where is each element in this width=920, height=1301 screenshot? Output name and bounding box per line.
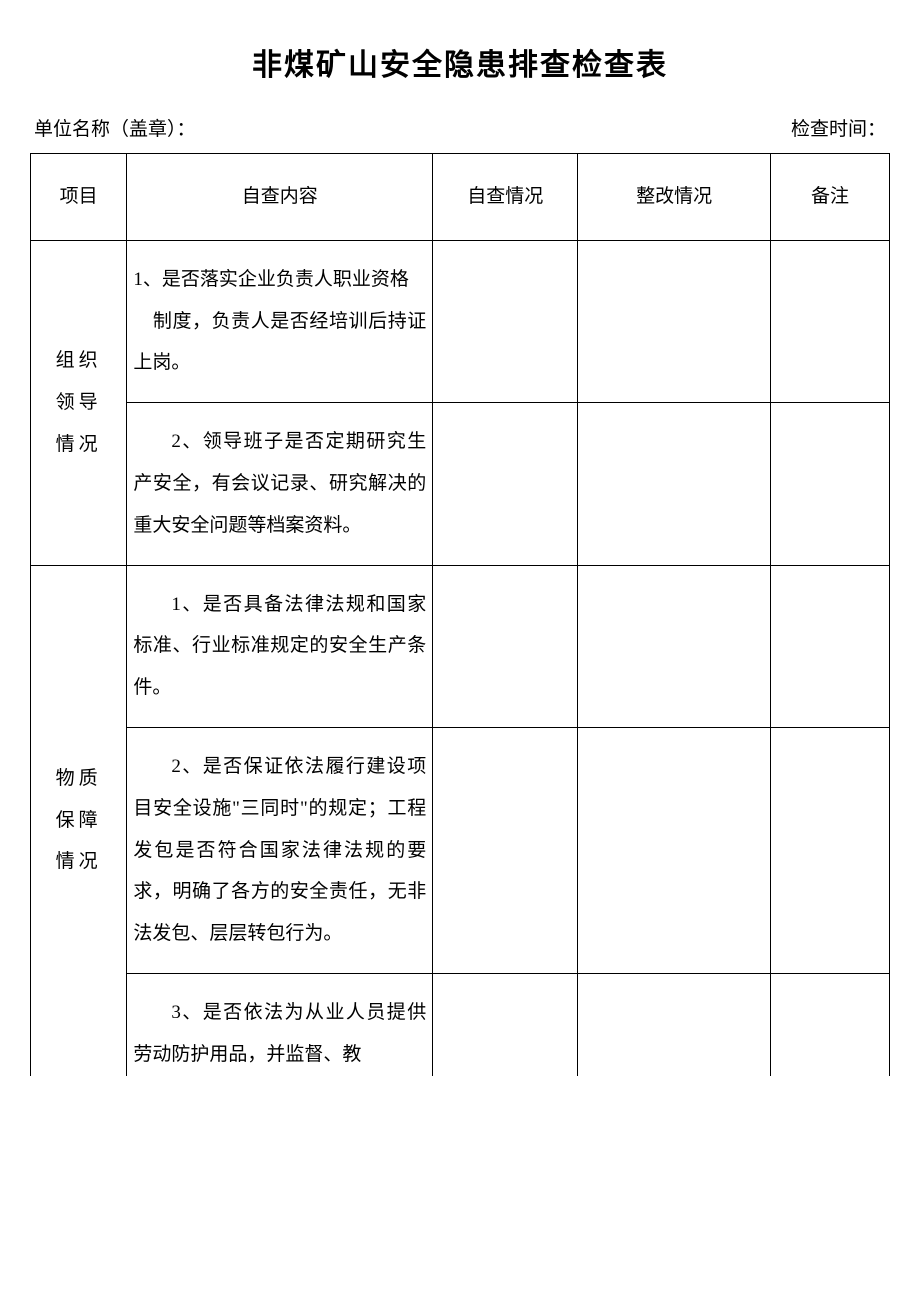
note-cell [770,727,889,973]
table-row: 3、是否依法为从业人员提供劳动防护用品，并监督、教 [31,973,890,1075]
header-meta: 单位名称（盖章）： 检查时间： [30,114,890,141]
note-cell [770,403,889,565]
col-header-check: 自查情况 [433,154,578,241]
col-header-project: 项目 [31,154,127,241]
content-cell: 3、是否依法为从业人员提供劳动防护用品，并监督、教 [127,973,433,1075]
table-row: 物质保障情况1、是否具备法律法规和国家标准、行业标准规定的安全生产条件。 [31,565,890,727]
page-title: 非煤矿山安全隐患排查检查表 [30,40,890,84]
table-row: 2、是否保证依法履行建设项目安全设施"三同时"的规定；工程发包是否符合国家法律法… [31,727,890,973]
content-cell: 2、是否保证依法履行建设项目安全设施"三同时"的规定；工程发包是否符合国家法律法… [127,727,433,973]
rectify-cell [578,565,771,727]
rectify-cell [578,403,771,565]
content-cell: 1、是否具备法律法规和国家标准、行业标准规定的安全生产条件。 [127,565,433,727]
check-cell [433,403,578,565]
rectify-cell [578,727,771,973]
check-cell [433,727,578,973]
unit-name-label: 单位名称（盖章）： [34,114,196,141]
col-header-content: 自查内容 [127,154,433,241]
rectify-cell [578,240,771,402]
col-header-rectify: 整改情况 [578,154,771,241]
content-cell: 1、是否落实企业负责人职业资格 制度，负责人是否经培训后持证上岗。 [127,240,433,402]
inspection-table: 项目 自查内容 自查情况 整改情况 备注 组织领导情况1、是否落实企业负责人职业… [30,153,890,1076]
check-cell [433,565,578,727]
note-cell [770,973,889,1075]
check-cell [433,240,578,402]
check-cell [433,973,578,1075]
content-cell: 2、领导班子是否定期研究生产安全，有会议记录、研究解决的重大安全问题等档案资料。 [127,403,433,565]
table-row: 2、领导班子是否定期研究生产安全，有会议记录、研究解决的重大安全问题等档案资料。 [31,403,890,565]
table-row: 组织领导情况1、是否落实企业负责人职业资格 制度，负责人是否经培训后持证上岗。 [31,240,890,402]
check-time-label: 检查时间： [791,114,886,141]
note-cell [770,240,889,402]
note-cell [770,565,889,727]
category-cell: 组织领导情况 [31,240,127,565]
rectify-cell [578,973,771,1075]
category-cell: 物质保障情况 [31,565,127,1075]
table-header-row: 项目 自查内容 自查情况 整改情况 备注 [31,154,890,241]
col-header-note: 备注 [770,154,889,241]
